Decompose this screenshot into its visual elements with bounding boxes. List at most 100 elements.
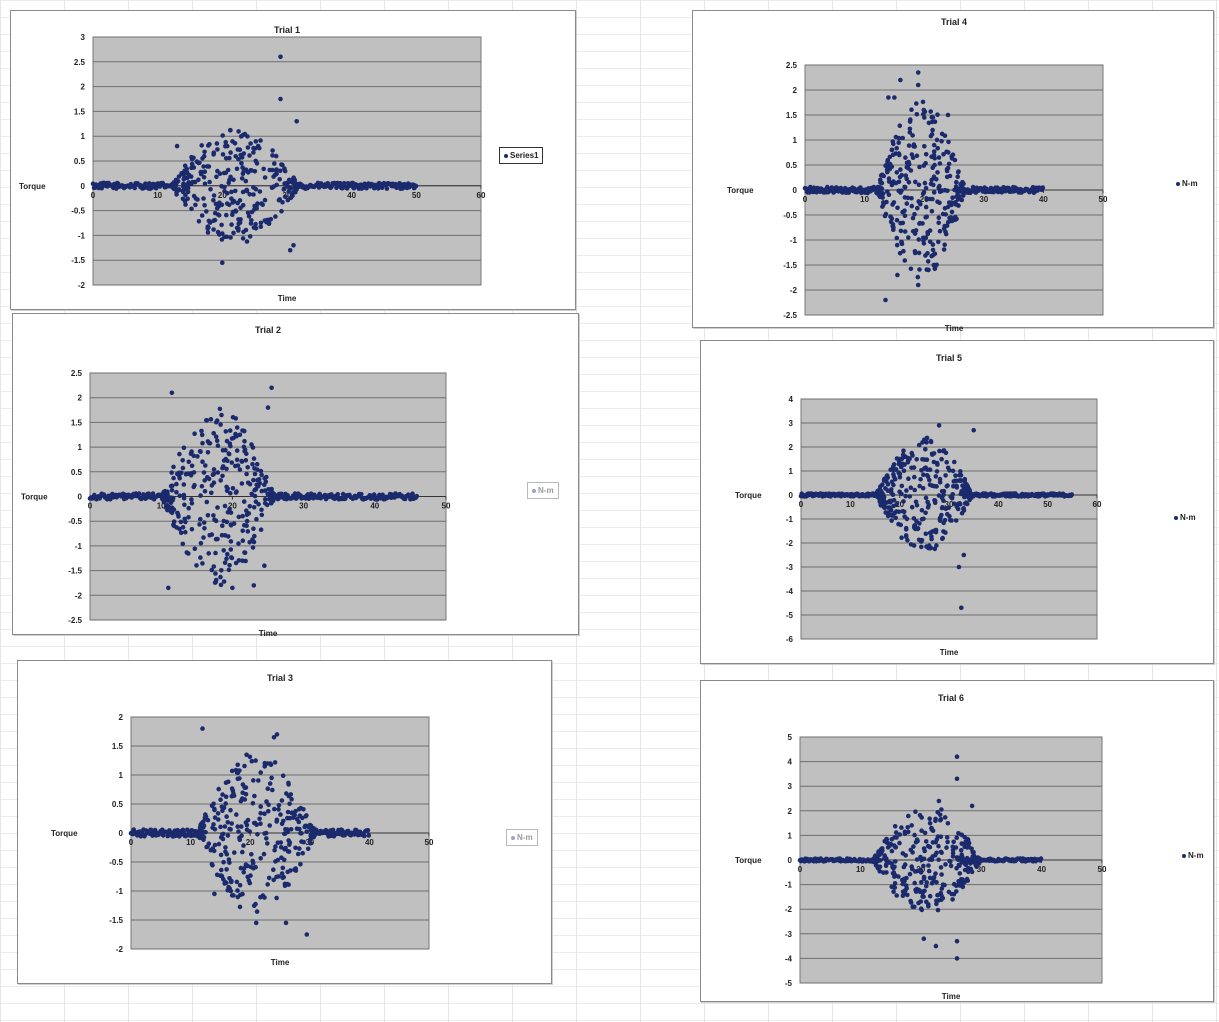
data-point	[223, 429, 229, 434]
data-point	[180, 525, 186, 530]
data-point	[169, 488, 175, 493]
data-point	[189, 161, 195, 167]
data-point	[217, 200, 222, 205]
data-point	[244, 188, 250, 194]
data-point	[938, 515, 943, 520]
y-tick-label: -0.5	[68, 517, 82, 526]
x-tick-label: 60	[477, 191, 486, 200]
data-point	[951, 891, 957, 897]
data-point	[199, 143, 204, 148]
data-point	[229, 821, 234, 826]
data-point	[924, 883, 929, 889]
x-tick-label: 40	[370, 502, 379, 511]
data-point	[917, 521, 922, 526]
data-point	[931, 149, 937, 154]
data-point	[900, 209, 905, 215]
data-point	[231, 893, 236, 898]
data-point	[211, 564, 217, 569]
data-point	[330, 827, 336, 833]
data-point	[930, 247, 936, 253]
data-point	[195, 197, 200, 202]
data-point	[259, 472, 264, 478]
data-point	[903, 525, 909, 531]
data-point	[384, 186, 390, 191]
data-point	[279, 821, 285, 827]
legend-marker-icon	[1182, 853, 1186, 858]
data-point	[209, 862, 215, 867]
x-tick-label: 30	[283, 191, 292, 200]
data-point	[893, 467, 899, 472]
data-point	[186, 181, 192, 187]
data-point	[282, 831, 288, 836]
data-point	[1038, 856, 1044, 861]
data-point	[258, 220, 264, 226]
data-point	[893, 830, 899, 835]
data-point	[269, 500, 275, 505]
chart-trial-4: -2.5 -2 -1.5 -1 -0.5 0 0.5 1 1.5 2 2.5 0 10 20 30 40 50 T…	[692, 10, 1214, 333]
y-tick-label: -2	[116, 945, 124, 954]
y-tick-label: 0.5	[71, 468, 83, 477]
data-point	[908, 117, 913, 122]
data-point	[884, 836, 889, 842]
data-point	[944, 835, 950, 840]
data-point	[268, 762, 274, 768]
x-axis-label: Time	[278, 294, 297, 303]
data-point	[240, 538, 246, 543]
data-point	[938, 890, 944, 896]
x-tick-label: 10	[860, 195, 869, 204]
data-point	[952, 187, 957, 193]
data-point	[934, 898, 939, 904]
data-point	[931, 182, 936, 188]
data-point	[909, 465, 914, 471]
data-point	[929, 119, 935, 125]
data-point	[896, 509, 902, 515]
data-point	[906, 829, 911, 835]
data-point	[245, 145, 251, 150]
data-point	[916, 250, 922, 256]
data-point	[927, 477, 932, 483]
data-point	[235, 463, 241, 468]
data-point	[894, 242, 900, 248]
data-point	[266, 802, 271, 808]
data-point	[180, 189, 186, 195]
data-point	[169, 470, 174, 475]
data-point	[932, 156, 937, 161]
data-point	[215, 168, 220, 174]
data-point	[903, 493, 908, 499]
data-point	[273, 153, 279, 159]
data-point	[180, 541, 186, 547]
data-point	[262, 488, 268, 493]
data-point	[878, 858, 883, 863]
data-point	[200, 169, 205, 175]
data-point	[307, 837, 313, 843]
chart-trial-3: -2-1.5-1-0.500.511.5201020304050Trial 3T…	[17, 660, 552, 984]
data-point	[272, 847, 277, 853]
data-point	[949, 156, 955, 161]
data-point	[233, 188, 238, 194]
y-tick-label: -1.5	[68, 567, 82, 576]
legend-trial-2: N-m	[527, 482, 559, 499]
data-point	[297, 846, 302, 851]
data-point	[236, 129, 241, 134]
data-point	[177, 493, 183, 499]
data-point	[971, 850, 976, 855]
data-point	[247, 540, 252, 545]
data-point	[218, 478, 223, 483]
data-point	[218, 582, 224, 588]
data-point	[266, 487, 271, 492]
data-point	[211, 431, 216, 436]
data-point	[907, 126, 913, 132]
data-point	[897, 250, 903, 256]
data-point	[948, 863, 954, 869]
data-point	[886, 192, 892, 197]
data-point	[894, 235, 900, 241]
data-point	[936, 239, 941, 245]
data-point	[294, 119, 300, 124]
data-point	[234, 448, 240, 453]
data-point	[913, 179, 918, 185]
data-point	[215, 536, 220, 542]
data-point	[183, 471, 189, 477]
data-point	[934, 460, 940, 466]
data-point	[902, 514, 907, 519]
data-point	[243, 178, 249, 184]
